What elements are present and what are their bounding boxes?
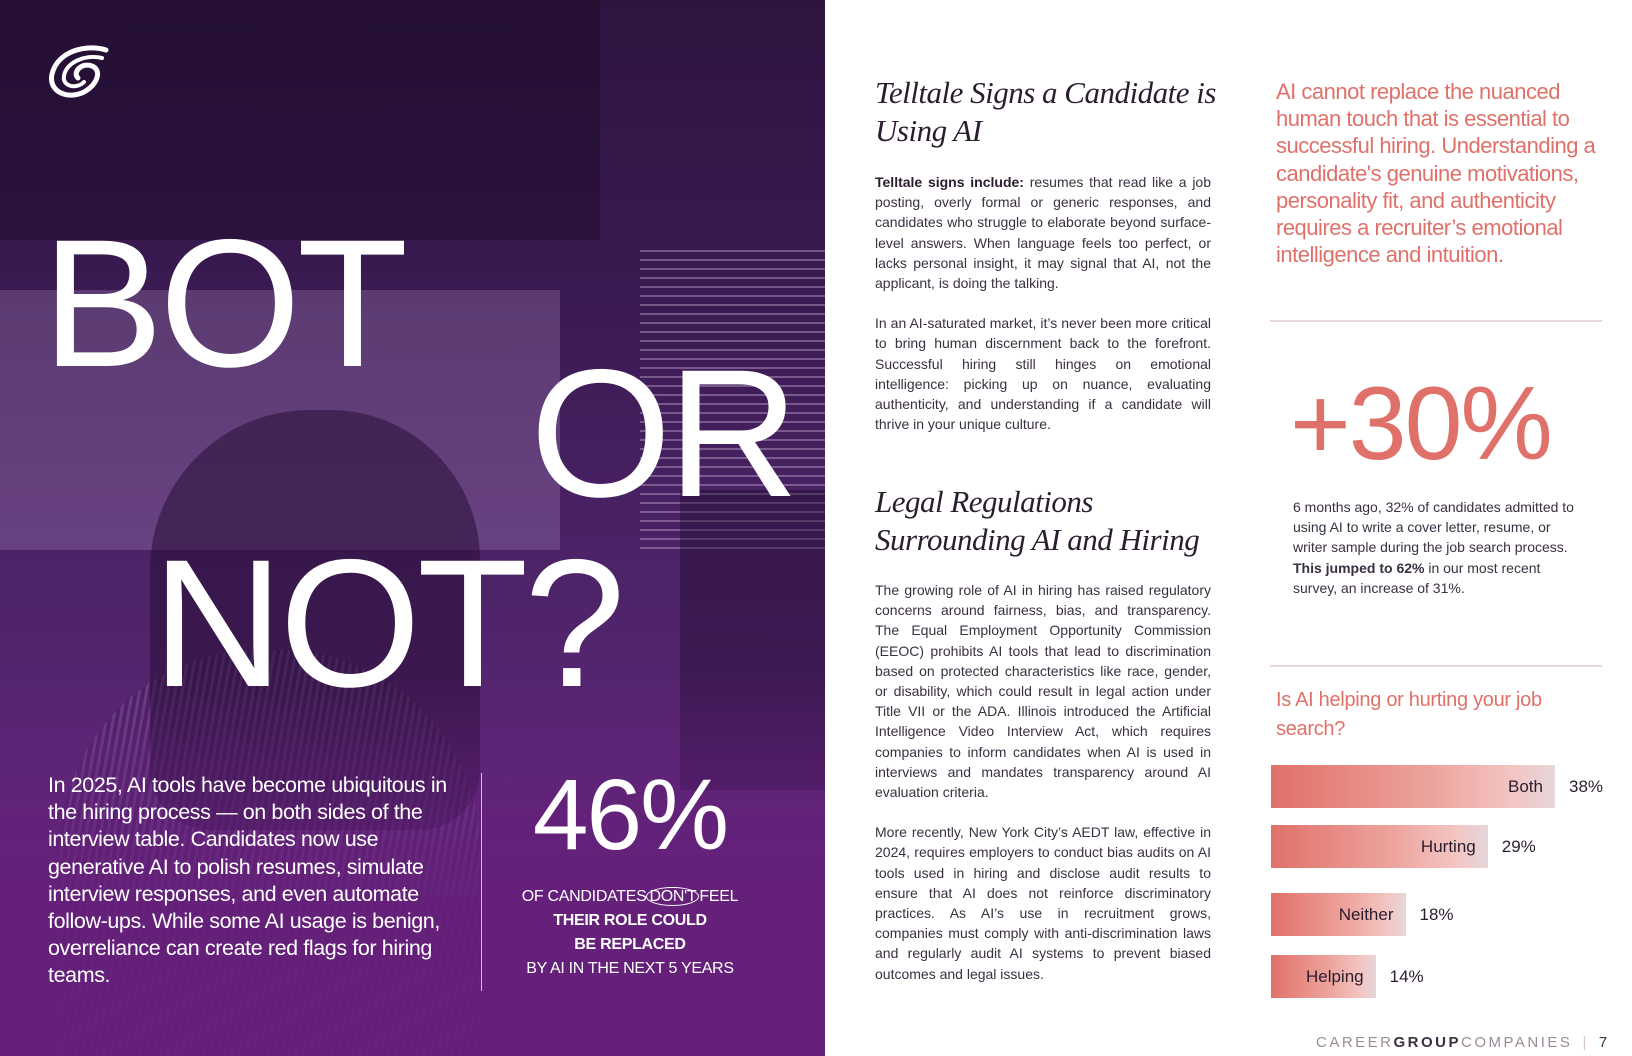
- divider: [1270, 320, 1602, 322]
- brand-text: CAREER: [1316, 1034, 1394, 1051]
- bar-value-label: 29%: [1501, 837, 1536, 856]
- stat-block: 46% OF CANDIDATES DON'T FEEL THEIR ROLE CO…: [500, 765, 760, 981]
- hero-word-or: OR: [530, 331, 799, 535]
- bold-text: This jumped to 62%: [1293, 559, 1425, 576]
- gradient-overlay: [0, 676, 825, 1056]
- title-line: Telltale Signs a Candidate is: [875, 75, 1216, 110]
- text: resumes that read like a job posting, ov…: [875, 174, 1212, 292]
- text: in our most recent survey, an increase o…: [1293, 559, 1541, 596]
- circled-word: DON'T: [646, 887, 700, 906]
- hero-word-bot: BOT: [42, 201, 408, 405]
- bold-lead: Telltale signs include:: [875, 174, 1024, 190]
- footer: CAREERGROUPCOMPANIES | 7: [1316, 1034, 1610, 1051]
- intro-paragraph: In 2025, AI tools have become ubiquitous…: [48, 773, 447, 988]
- bar-value-label: 38%: [1569, 777, 1604, 796]
- bar-helping: Helping: [1271, 955, 1376, 998]
- bar-neither: Neither: [1271, 893, 1406, 936]
- caption-text: OF CANDIDATES: [521, 888, 647, 905]
- separator: |: [1582, 1034, 1589, 1051]
- title-line: Legal Regulations: [875, 484, 1093, 519]
- divider: [1270, 665, 1602, 667]
- bar-both: Both: [1271, 765, 1555, 808]
- hero-word-not: NOT?: [152, 521, 625, 725]
- brand-text: COMPANIES: [1461, 1034, 1573, 1051]
- section-body-legal: The growing role of AI in hiring has rai…: [875, 580, 1211, 1004]
- bar-value-label: 18%: [1419, 905, 1454, 924]
- paragraph: More recently, New York City’s AEDT law,…: [875, 824, 1211, 982]
- title-line: Using AI: [875, 113, 982, 148]
- section-body-telltale: Telltale signs include: resumes that rea…: [875, 172, 1211, 454]
- monitor-bg: [0, 0, 600, 240]
- stat-value: 46%: [532, 759, 729, 871]
- chart-title: Is AI helping or hurting your job search…: [1276, 689, 1542, 740]
- stat2-text: 6 months ago, 32% of candidates admitted…: [1293, 497, 1583, 598]
- caption-bold: THEIR ROLE COULD: [553, 912, 707, 929]
- text: 6 months ago, 32% of candidates admitted…: [1293, 499, 1574, 556]
- divider: [481, 773, 482, 991]
- paragraph: Telltale signs include: resumes that rea…: [875, 172, 1211, 293]
- pull-quote: AI cannot replace the nuanced human touc…: [1276, 79, 1596, 268]
- paragraph: In an AI-saturated market, it’s never be…: [875, 315, 1211, 433]
- stat2-value: +30%: [1290, 366, 1553, 482]
- hero-panel: BOT OR NOT? In 2025, AI tools have becom…: [0, 0, 825, 1056]
- caption-text: BY AI IN THE NEXT 5 YEARS: [526, 960, 734, 977]
- brand-text-bold: GROUP: [1393, 1034, 1462, 1051]
- caption-bold: BE REPLACED: [574, 936, 686, 953]
- stat-caption: OF CANDIDATES DON'T FEEL THEIR ROLE COULD …: [500, 885, 760, 981]
- title-line: Surrounding AI and Hiring: [875, 522, 1200, 557]
- bar-hurting: Hurting: [1271, 825, 1488, 868]
- monitor-code: [640, 250, 825, 550]
- paragraph: The growing role of AI in hiring has rai…: [875, 582, 1211, 801]
- section-title-telltale: Telltale Signs a Candidate is Using AI: [875, 74, 1216, 150]
- bar-value-label: 14%: [1389, 967, 1424, 986]
- page-number: 7: [1598, 1034, 1610, 1051]
- company-logo-icon: [49, 45, 109, 98]
- caption-text: FEEL: [699, 888, 739, 905]
- section-title-legal: Legal Regulations Surrounding AI and Hir…: [875, 483, 1200, 559]
